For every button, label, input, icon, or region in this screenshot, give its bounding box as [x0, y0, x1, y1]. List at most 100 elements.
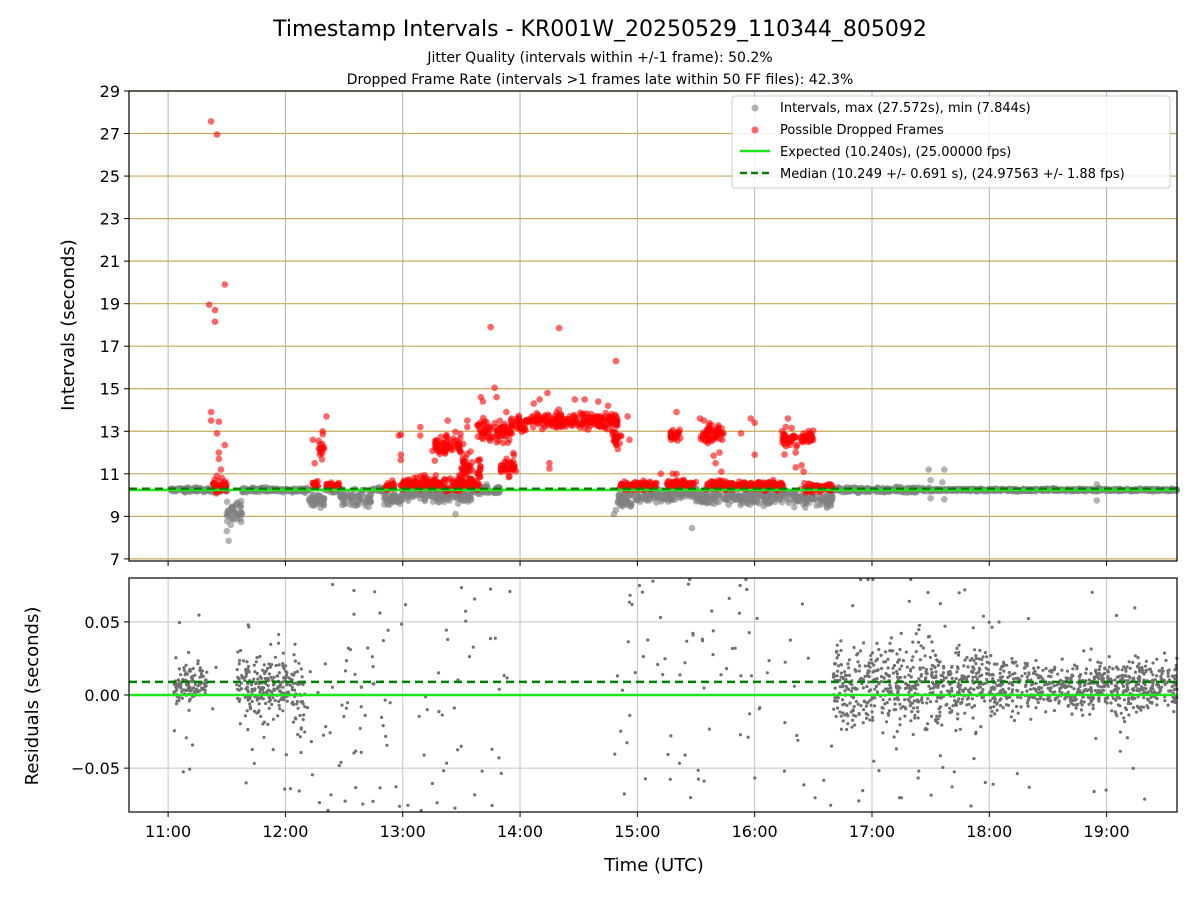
- interval-point: [688, 524, 696, 532]
- dropped-frame-point: [474, 433, 482, 440]
- residual-point: [1160, 666, 1164, 671]
- residual-point: [919, 674, 923, 678]
- residual-point: [1023, 665, 1027, 669]
- residual-point: [302, 713, 306, 717]
- dropped-frame-point: [702, 438, 710, 445]
- residual-point: [1027, 672, 1031, 676]
- residual-point: [188, 697, 192, 701]
- residual-point: [911, 732, 915, 737]
- residual-point: [287, 676, 291, 680]
- residual-point: [255, 698, 259, 702]
- interval-point: [822, 497, 830, 504]
- top-y-tick-label: 15: [100, 380, 120, 399]
- residual-point: [906, 697, 910, 701]
- residual-point: [895, 652, 899, 656]
- dropped-frame-point: [700, 417, 708, 424]
- residual-point: [965, 655, 969, 660]
- dropped-frame-point: [613, 441, 620, 448]
- interval-point: [667, 490, 675, 498]
- residual-point: [1124, 667, 1128, 671]
- residual-point: [958, 727, 963, 731]
- dropped-frame-point: [555, 324, 563, 332]
- residual-point: [245, 660, 249, 664]
- residual-point: [292, 688, 297, 692]
- residual-point: [851, 708, 855, 712]
- dropped-frame-point: [216, 481, 224, 489]
- residual-point: [909, 687, 913, 692]
- residual-point: [274, 663, 278, 668]
- residual-point: [896, 689, 900, 693]
- dropped-frame-point: [793, 443, 800, 450]
- residual-point: [834, 699, 838, 703]
- interval-point: [1093, 481, 1101, 488]
- residual-point: [1161, 669, 1165, 673]
- top-y-tick-label: 7: [110, 550, 120, 569]
- dropped-frame-point: [417, 480, 424, 488]
- residual-point: [908, 704, 912, 708]
- residual-point: [931, 690, 935, 695]
- residual-point: [838, 710, 842, 714]
- residual-point: [1006, 675, 1010, 680]
- residual-point: [977, 657, 981, 661]
- residual-point: [956, 717, 960, 721]
- residual-point: [923, 727, 927, 732]
- residual-point: [1121, 684, 1125, 689]
- dropped-frame-point: [213, 131, 221, 138]
- residual-point: [281, 680, 285, 684]
- interval-point: [620, 492, 627, 500]
- interval-point: [731, 494, 738, 501]
- residual-point: [1103, 684, 1107, 688]
- residual-point: [255, 656, 259, 660]
- residual-point: [294, 717, 298, 721]
- dropped-frame-point: [518, 428, 525, 436]
- residual-point: [942, 666, 946, 670]
- legend-dropped-label: Possible Dropped Frames: [780, 123, 944, 138]
- dropped-frame-point: [717, 481, 725, 489]
- residual-point: [903, 714, 907, 718]
- chart-subtitle-jitter: Jitter Quality (intervals within +/-1 fr…: [426, 50, 772, 66]
- dropped-frame-point: [215, 449, 223, 456]
- residual-point: [898, 667, 902, 671]
- dropped-frame-point: [315, 437, 323, 445]
- residual-point: [1051, 690, 1055, 694]
- dropped-frame-point: [626, 436, 633, 444]
- residual-point: [245, 685, 249, 689]
- residual-point: [896, 698, 900, 702]
- chart-title: Timestamp Intervals - KR001W_20250529_11…: [272, 17, 927, 42]
- dropped-frame-point: [483, 423, 490, 431]
- residual-point: [992, 705, 996, 709]
- residual-point: [955, 670, 959, 674]
- residual-point: [839, 671, 844, 675]
- dropped-frame-point: [205, 301, 213, 309]
- residual-point: [889, 689, 893, 693]
- residual-point: [1069, 685, 1073, 689]
- residual-point: [1160, 685, 1164, 689]
- residual-point: [891, 666, 895, 670]
- residual-point: [279, 697, 283, 702]
- residual-point: [971, 675, 975, 679]
- interval-point: [229, 515, 236, 522]
- residual-point: [1091, 707, 1095, 711]
- dropped-frame-point: [601, 424, 609, 432]
- residual-point: [1036, 666, 1040, 670]
- dropped-frame-point: [468, 459, 476, 466]
- dropped-frame-point: [514, 419, 521, 426]
- residual-point: [940, 723, 944, 727]
- residual-point: [948, 673, 952, 677]
- residual-point: [898, 647, 902, 652]
- dropped-frame-point: [495, 437, 502, 444]
- residual-point: [941, 671, 946, 675]
- residual-point: [237, 662, 241, 666]
- interval-point: [223, 527, 231, 535]
- dropped-frame-point: [497, 462, 505, 469]
- residual-point: [1056, 672, 1060, 676]
- residual-point: [833, 686, 837, 690]
- residual-point: [983, 699, 987, 703]
- legend-expected-label: Expected (10.240s), (25.00000 fps): [780, 145, 1011, 160]
- legend-dropped-marker: [751, 126, 759, 134]
- interval-point: [746, 501, 754, 508]
- residual-point: [870, 697, 874, 701]
- residual-point: [920, 701, 925, 705]
- dropped-frame-point: [213, 430, 221, 437]
- residual-point: [909, 719, 913, 723]
